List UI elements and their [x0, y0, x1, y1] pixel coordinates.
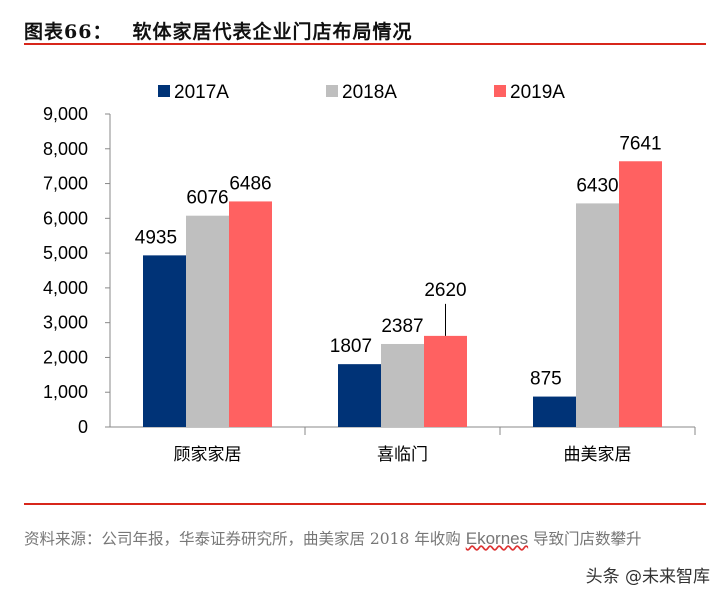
data-label: 6486 [229, 173, 271, 194]
source-rule [24, 503, 706, 505]
legend-label: 2018A [342, 82, 397, 103]
y-tick-label: 4,000 [43, 278, 88, 298]
bar-2019A [229, 201, 272, 427]
source-brand: Ekornes [465, 529, 529, 548]
data-label: 7641 [619, 133, 661, 154]
source-suffix: 导致门店数攀升 [528, 530, 642, 548]
bar-2018A [381, 343, 424, 427]
bar-chart: 0 1,000 2,000 3,000 4,000 5,000 6,000 7,000 8,00… [43, 82, 696, 465]
source-note: 资料来源：公司年报，华泰证券研究所，曲美家居 2018 年收购 Ekornes … [24, 520, 714, 558]
watermark: 头条 @未来智库 [585, 567, 710, 587]
y-tick-label: 7,000 [43, 174, 88, 194]
data-label: 6430 [576, 175, 618, 196]
bar-2019A [424, 335, 467, 427]
bar-2018A [186, 215, 229, 427]
x-category-label: 顾家家居 [174, 445, 242, 465]
bar-2017A [533, 396, 576, 427]
y-tick-label: 8,000 [43, 139, 88, 159]
title-rule [24, 43, 706, 45]
data-label: 4935 [135, 227, 177, 248]
bar-2018A [576, 203, 619, 427]
bar-2019A [619, 161, 662, 427]
data-label: 6076 [186, 188, 228, 209]
x-category-label: 曲美家居 [564, 445, 632, 465]
y-tick-label: 1,000 [43, 382, 88, 402]
legend-label: 2019A [510, 82, 565, 103]
figure-caption: 软体家居代表企业门店布局情况 [132, 21, 413, 43]
data-label: 2387 [381, 316, 423, 337]
bar-2017A [338, 364, 381, 427]
source-prefix: 资料来源：公司年报，华泰证券研究所，曲美家居 2018 年收购 [24, 530, 466, 548]
figure-title: 图表66： 软体家居代表企业门店布局情况 [24, 17, 412, 44]
legend-label: 2017A [174, 82, 229, 103]
bar-2017A [143, 255, 186, 427]
y-tick-label: 3,000 [43, 313, 88, 333]
y-tick-label: 6,000 [43, 208, 88, 228]
data-label: 1807 [330, 336, 372, 357]
y-tick-label: 2,000 [43, 347, 88, 367]
legend-swatch-2019A [494, 85, 506, 97]
y-tick-label: 9,000 [43, 104, 88, 124]
data-label: 875 [530, 369, 562, 390]
legend-swatch-2018A [326, 85, 338, 97]
x-category-label: 喜临门 [377, 445, 428, 465]
data-label: 2620 [424, 280, 466, 301]
legend-swatch-2017A [158, 85, 170, 97]
y-tick-label: 0 [78, 417, 88, 437]
y-tick-label: 5,000 [43, 243, 88, 263]
figure-number: 图表66： [24, 21, 113, 43]
